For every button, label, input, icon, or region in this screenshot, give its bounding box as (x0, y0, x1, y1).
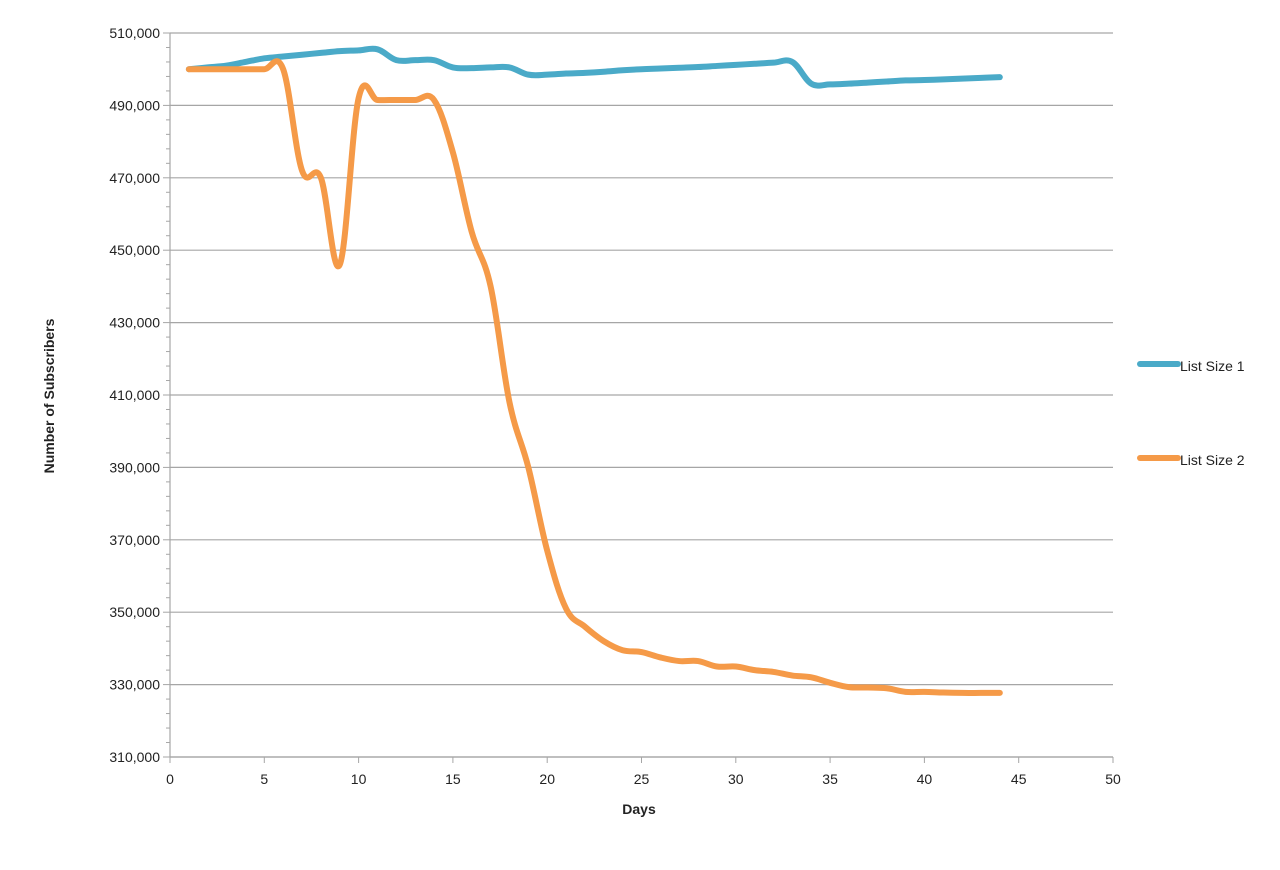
y-axis-title: Number of Subscribers (41, 318, 57, 473)
y-tick-label-1: 330,000 (109, 677, 160, 693)
x-tick-label-8: 40 (917, 771, 933, 787)
y-tick-label-8: 470,000 (109, 170, 160, 186)
y-tick-label-7: 450,000 (109, 242, 160, 258)
y-tick-label-10: 510,000 (109, 25, 160, 41)
x-tick-label-1: 5 (260, 771, 268, 787)
x-tick-label-9: 45 (1011, 771, 1027, 787)
x-tick-label-7: 35 (822, 771, 838, 787)
x-tick-label-0: 0 (166, 771, 174, 787)
x-tick-label-5: 25 (634, 771, 650, 787)
y-tick-label-5: 410,000 (109, 387, 160, 403)
x-axis-title: Days (622, 801, 656, 817)
x-tick-label-10: 50 (1105, 771, 1121, 787)
legend: List Size 1 List Size 2 (1137, 358, 1245, 468)
legend-label-1: List Size 1 (1180, 358, 1245, 374)
series-layer (185, 45, 1003, 696)
x-tick-label-4: 20 (539, 771, 555, 787)
axis-layer: 310,000 330,000 350,000 370,000 390,000 410,0… (109, 25, 1121, 787)
legend-label-2: List Size 2 (1180, 452, 1245, 468)
y-tick-label-2: 350,000 (109, 604, 160, 620)
y-tick-label-4: 390,000 (109, 459, 160, 475)
y-tick-label-3: 370,000 (109, 532, 160, 548)
series-line-1 (185, 45, 1003, 89)
x-tick-label-2: 10 (351, 771, 367, 787)
x-tick-label-3: 15 (445, 771, 461, 787)
x-tick-label-6: 30 (728, 771, 744, 787)
grid-layer (170, 32, 1113, 758)
y-tick-label-9: 490,000 (109, 97, 160, 113)
y-tick-label-0: 310,000 (109, 749, 160, 765)
y-tick-label-6: 430,000 (109, 315, 160, 331)
series-line-2 (185, 58, 1003, 696)
